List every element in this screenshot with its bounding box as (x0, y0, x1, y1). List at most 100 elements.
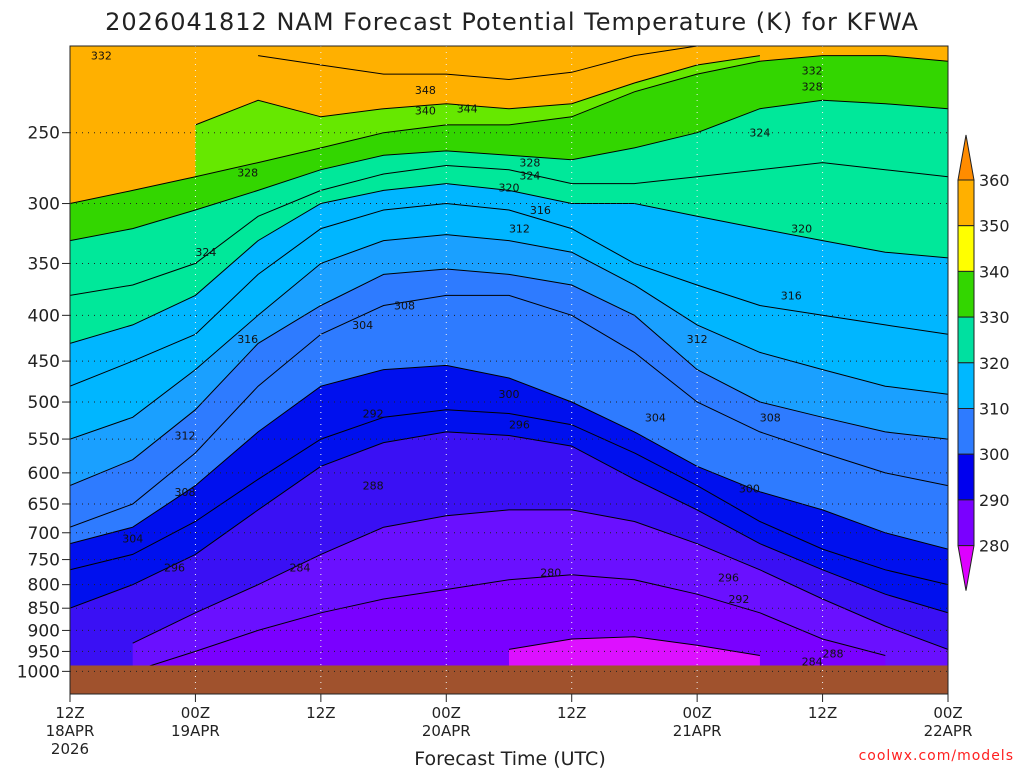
x-tick-label: 00Z (181, 704, 210, 722)
y-tick-label: 950 (28, 642, 60, 662)
y-tick-label: 750 (28, 551, 60, 571)
contour-label: 296 (718, 571, 739, 584)
colorbar-swatch (957, 225, 975, 272)
contour-label: 348 (415, 84, 436, 97)
contour-line-312 (70, 234, 948, 440)
x-tick-label: 12Z (808, 704, 837, 722)
contour-label: 324 (519, 169, 540, 182)
x-tick-year: 2026 (51, 740, 89, 758)
contour-label: 316 (237, 333, 258, 346)
contour-label: 288 (363, 480, 384, 493)
contour-label: 344 (457, 103, 478, 116)
colorbar-legend: 360 350 340 330 320 310 300 290 280 (957, 134, 1010, 591)
contour-line-340 (195, 55, 760, 126)
contour-label: 304 (122, 532, 143, 545)
contour-label: 324 (195, 246, 216, 259)
contour-line-348 (258, 46, 698, 81)
contour-label: 312 (174, 430, 195, 443)
y-tick-label: 800 (28, 576, 60, 596)
y-tick-label: 450 (28, 352, 60, 372)
chart-title: 2026041812 NAM Forecast Potential Temper… (105, 8, 919, 36)
contour-line-296 (70, 409, 948, 586)
contour-label: 300 (739, 483, 760, 496)
y-tick-label: 900 (28, 621, 60, 641)
y-tick-label: 500 (28, 393, 60, 413)
contour-line-328 (70, 99, 948, 242)
contour-label: 308 (760, 411, 781, 424)
credit-text: coolwx.com/models (859, 748, 1014, 764)
y-tick-label: 550 (28, 430, 60, 450)
contour-label: 300 (499, 388, 520, 401)
colorbar-label: 280 (979, 537, 1010, 556)
y-tick-label: 300 (28, 195, 60, 215)
contour-line-284 (132, 574, 886, 672)
x-tick-date: 22APR (924, 722, 973, 740)
contour-label: 320 (499, 182, 520, 195)
contour-line-280 (508, 636, 760, 656)
contour-label: 304 (352, 319, 373, 332)
contour-label: 332 (802, 64, 823, 77)
contour-label: 316 (781, 289, 802, 302)
contour-label: 296 (164, 561, 185, 574)
x-tick-label: 00Z (682, 704, 711, 722)
contour-line-304 (70, 294, 948, 528)
contour-label: 324 (749, 127, 770, 140)
contour-line-292 (70, 431, 948, 614)
x-tick-label: 12Z (557, 704, 586, 722)
y-tick-label: 350 (28, 254, 60, 274)
contour-label: 292 (728, 593, 749, 606)
contour-label: 312 (509, 223, 530, 236)
contour-label: 288 (823, 647, 844, 660)
colorbar-cap-bottom (957, 545, 975, 591)
contour-label: 332 (91, 50, 112, 63)
colorbar-swatch (957, 362, 975, 409)
contour-line-332 (70, 55, 948, 204)
x-tick-date: 20APR (422, 722, 471, 740)
colorbar-label: 310 (979, 400, 1010, 419)
colorbar-label: 330 (979, 308, 1010, 327)
y-axis: 2503003504004505005506006507007508008509… (17, 124, 70, 682)
contour-label: 308 (394, 299, 415, 312)
contour-label: 304 (645, 411, 666, 424)
contour-label: 328 (237, 167, 258, 180)
colorbar-swatch (957, 408, 975, 455)
x-tick-date: 21APR (673, 722, 722, 740)
colorbar-cap-top (957, 134, 975, 181)
colorbar-swatch (957, 316, 975, 364)
x-tick-label: 12Z (306, 704, 335, 722)
contour-label: 320 (791, 223, 812, 236)
y-tick-label: 600 (28, 464, 60, 484)
y-tick-label: 700 (28, 524, 60, 544)
contour-label: 280 (540, 566, 561, 579)
colorbar-swatch (957, 270, 975, 318)
contour-label: 340 (415, 104, 436, 117)
terrain-ground (70, 665, 948, 694)
y-tick-label: 250 (28, 124, 60, 144)
colorbar-label: 350 (979, 217, 1010, 236)
y-tick-label: 850 (28, 599, 60, 619)
contour-label: 328 (519, 157, 540, 170)
contour-line-308 (70, 268, 948, 487)
y-tick-label: 400 (28, 306, 60, 326)
colorbar-label: 300 (979, 445, 1010, 464)
contour-line-316 (70, 202, 948, 387)
contour-label: 284 (289, 561, 310, 574)
contour-line-320 (70, 183, 948, 344)
colorbar-swatch (957, 453, 975, 501)
contour-label: 308 (174, 486, 195, 499)
contour-label: 316 (530, 204, 551, 217)
x-axis-label: Forecast Time (UTC) (414, 748, 605, 768)
contour-line-324 (70, 162, 948, 296)
x-tick-date: 19APR (171, 722, 220, 740)
contour-label: 296 (509, 419, 530, 432)
y-tick-label: 650 (28, 495, 60, 515)
x-tick-label: 00Z (933, 704, 962, 722)
colorbar-swatch (957, 499, 975, 547)
colorbar-label: 340 (979, 262, 1010, 281)
x-tick-date: 18APR (46, 722, 95, 740)
contour-label: 284 (802, 656, 823, 669)
